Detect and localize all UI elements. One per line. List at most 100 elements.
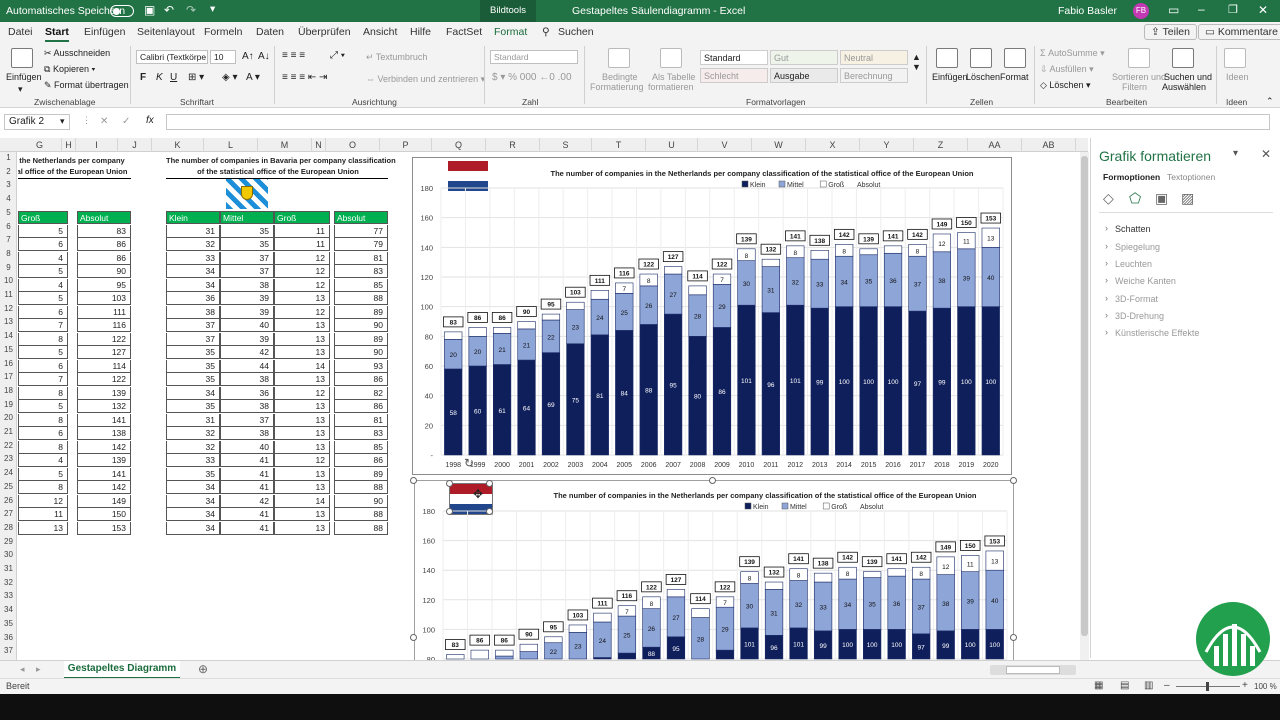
page-layout-icon[interactable]: ▤ — [1120, 680, 1130, 691]
row-header[interactable]: 29 — [4, 536, 13, 546]
table-cell[interactable]: 11 — [274, 238, 330, 251]
table-cell[interactable]: 35 — [166, 373, 220, 386]
insert-function-button[interactable]: fx — [146, 115, 154, 126]
table-cell[interactable]: 5 — [18, 467, 68, 481]
table-cell[interactable]: 13 — [274, 400, 330, 413]
row-header[interactable]: 12 — [4, 303, 13, 313]
table-cell[interactable]: 32 — [166, 440, 220, 454]
table-cell[interactable]: 4 — [18, 278, 68, 292]
align-top-icon[interactable]: ≡ ≡ ≡ — [282, 50, 306, 61]
table-cell[interactable]: 150 — [77, 508, 131, 521]
column-header[interactable]: L — [204, 138, 258, 152]
table-cell[interactable]: 90 — [77, 265, 131, 278]
close-icon[interactable]: ✕ — [1258, 3, 1269, 17]
prev-sheet-icon[interactable]: ◂ — [20, 664, 25, 674]
style-berechnung[interactable]: Berechnung — [840, 68, 908, 83]
pane-item-reflection[interactable]: Spiegelung — [1105, 241, 1160, 252]
table-cell[interactable]: 5 — [18, 292, 68, 305]
table-cell[interactable]: 31 — [166, 413, 220, 427]
redo-icon[interactable]: ↷ — [186, 3, 197, 17]
style-schlecht[interactable]: Schlecht — [700, 68, 768, 83]
table-cell[interactable]: 40 — [220, 319, 274, 332]
delete-cells-button[interactable]: Löschen — [966, 72, 1001, 82]
table-cell[interactable]: 37 — [220, 265, 274, 278]
pane-item-artistic-effects[interactable]: Künstlerische Effekte — [1105, 327, 1199, 338]
table-cell[interactable]: 11 — [274, 224, 330, 238]
row-header[interactable]: 27 — [4, 509, 13, 519]
format-cells-button[interactable]: Format — [1000, 72, 1029, 82]
table-cell[interactable]: 12 — [274, 278, 330, 292]
row-header[interactable]: 24 — [4, 468, 13, 478]
user-name[interactable]: Fabio Basler — [1058, 5, 1117, 17]
table-cell[interactable]: 142 — [77, 481, 131, 494]
column-header[interactable]: M — [258, 138, 312, 152]
ideas-button[interactable]: Ideen — [1226, 72, 1249, 82]
table-cell[interactable]: 132 — [77, 400, 131, 413]
font-name-select[interactable]: Calibri (Textkörpe — [136, 50, 208, 64]
search-label[interactable]: Suchen — [558, 26, 594, 38]
formula-input[interactable] — [166, 114, 1270, 130]
fill-line-icon[interactable]: ◇ — [1103, 190, 1114, 206]
merge-center-button[interactable]: ⇔ Verbinden und zentrieren ▾ — [366, 74, 486, 84]
currency-icon[interactable]: $ ▾ % 000 ←0 .00 — [492, 72, 572, 83]
grow-font-icon[interactable]: A↑ — [242, 51, 254, 62]
table-cell[interactable]: 141 — [77, 467, 131, 481]
table-cell[interactable]: 6 — [18, 359, 68, 373]
page-break-icon[interactable]: ▥ — [1144, 680, 1154, 691]
row-header[interactable]: 31 — [4, 564, 13, 573]
row-header[interactable]: 16 — [4, 358, 13, 368]
ideas-icon[interactable] — [1224, 48, 1246, 68]
sort-filter-icon[interactable] — [1128, 48, 1150, 68]
table-cell[interactable]: 95 — [77, 278, 131, 292]
autosum-button[interactable]: Σ AutoSumme ▾ — [1040, 48, 1105, 58]
pane-close-icon[interactable]: ✕ — [1261, 147, 1272, 161]
table-cell[interactable]: 83 — [77, 224, 131, 238]
orientation-icon[interactable]: ⤢ ▾ — [330, 50, 345, 61]
namebox-dropdown-icon[interactable]: ▾ — [60, 116, 65, 126]
table-cell[interactable]: 14 — [274, 494, 330, 508]
format-table-icon[interactable] — [660, 48, 682, 68]
row-header[interactable]: 21 — [4, 427, 13, 436]
row-header[interactable]: 19 — [4, 399, 13, 409]
netherlands-flag-icon[interactable] — [449, 483, 493, 515]
table-cell[interactable]: 12 — [274, 251, 330, 265]
fill-color-icon[interactable]: ◈ ▾ — [222, 72, 238, 83]
row-header[interactable]: 1 — [6, 153, 11, 162]
tab-ueberpruefen[interactable]: Überprüfen — [298, 26, 351, 38]
table-cell[interactable]: 8 — [18, 332, 68, 346]
resize-handle[interactable] — [709, 477, 716, 484]
table-cell[interactable]: 85 — [334, 278, 388, 292]
table-cell[interactable]: 153 — [77, 521, 131, 535]
column-header[interactable]: U — [646, 138, 698, 152]
collapse-ribbon-icon[interactable]: ⌃ — [1266, 96, 1274, 106]
row-header[interactable]: 8 — [6, 248, 11, 258]
pane-item-glow[interactable]: Leuchten — [1105, 258, 1152, 269]
table-cell[interactable]: 86 — [77, 238, 131, 251]
table-cell[interactable]: 34 — [166, 481, 220, 494]
row-header[interactable]: 25 — [4, 481, 13, 491]
table-cell[interactable]: 41 — [220, 508, 274, 521]
format-cells-icon[interactable] — [1004, 48, 1026, 68]
table-cell[interactable]: 88 — [334, 521, 388, 535]
table-cell[interactable]: 88 — [334, 481, 388, 494]
table-cell[interactable]: 38 — [220, 400, 274, 413]
table-cell[interactable]: 86 — [77, 251, 131, 265]
table-cell[interactable]: 34 — [166, 494, 220, 508]
insert-cells-icon[interactable] — [936, 48, 958, 68]
row-header[interactable]: 37 — [4, 646, 13, 656]
wrap-text-button[interactable]: ↵ Textumbruch — [366, 52, 427, 63]
table-cell[interactable]: 13 — [274, 427, 330, 440]
table-cell[interactable]: 12 — [274, 305, 330, 319]
row-header[interactable]: 7 — [6, 235, 11, 245]
zoom-slider-thumb[interactable] — [1206, 682, 1209, 691]
table-cell[interactable]: 13 — [274, 467, 330, 481]
column-header[interactable]: S — [540, 138, 592, 152]
column-header[interactable]: K — [152, 138, 204, 152]
table-cell[interactable]: 39 — [220, 292, 274, 305]
row-header[interactable]: 15 — [4, 344, 13, 354]
column-header[interactable]: AA — [968, 138, 1022, 152]
font-size-select[interactable]: 10 — [210, 50, 236, 64]
table-cell[interactable]: 38 — [220, 278, 274, 292]
pane-item-3d-rotation[interactable]: 3D-Drehung — [1105, 310, 1164, 321]
table-cell[interactable]: 32 — [166, 427, 220, 440]
